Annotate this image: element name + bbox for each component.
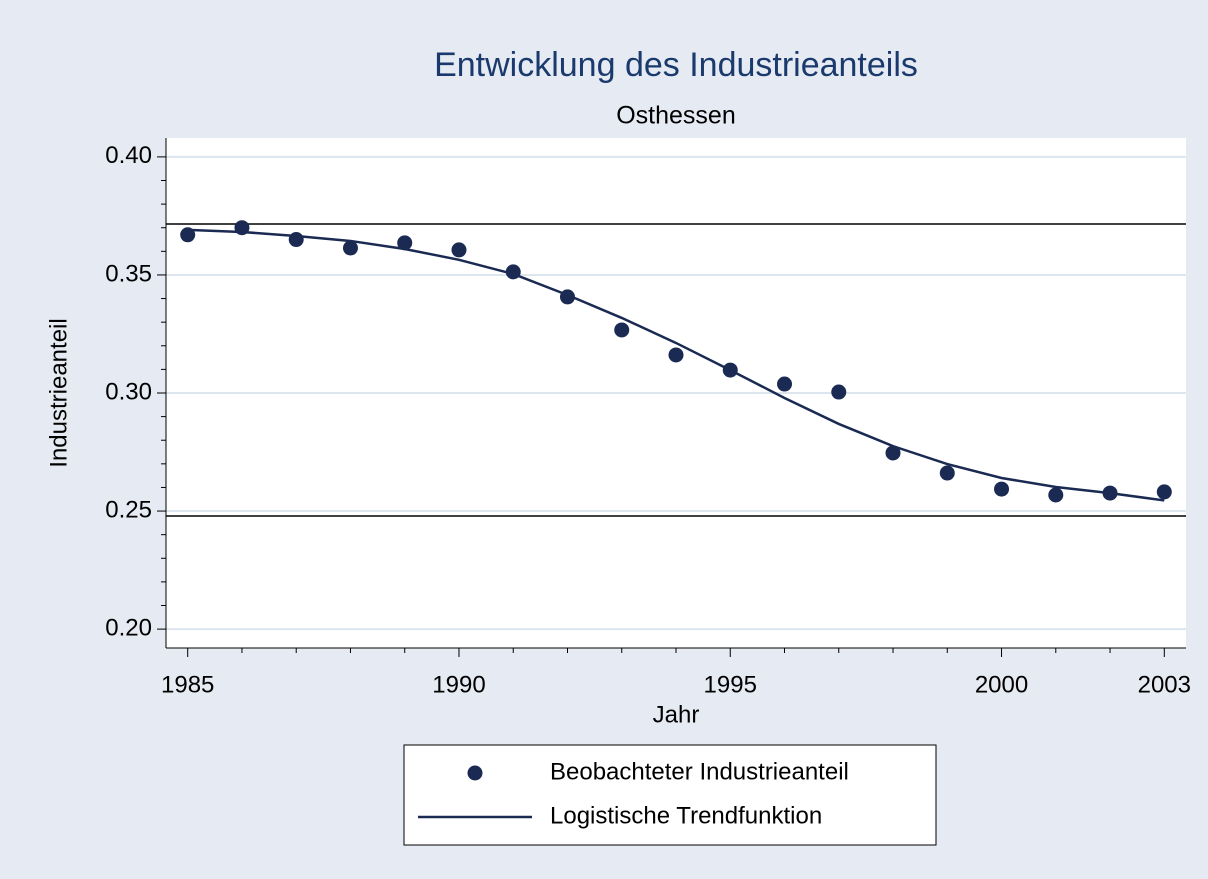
y-tick-label: 0.30 — [105, 378, 152, 405]
x-tick-label: 1990 — [432, 671, 485, 698]
point — [451, 242, 467, 258]
y-tick-label: 0.35 — [105, 260, 152, 287]
trend-line — [187, 228, 1165, 502]
point — [885, 445, 901, 461]
point — [777, 376, 793, 392]
y-tick-label: 0.25 — [105, 496, 152, 523]
legend — [403, 744, 937, 846]
x-tick-label: 2000 — [975, 671, 1028, 698]
x-tick-label: 1985 — [161, 671, 214, 698]
point — [342, 240, 358, 256]
point — [397, 235, 413, 251]
legend-symbol — [467, 765, 483, 781]
point — [1048, 487, 1064, 503]
x-tick-label: 2003 — [1138, 671, 1191, 698]
point — [1156, 484, 1172, 500]
point — [288, 232, 304, 248]
point — [831, 384, 847, 400]
chart-title: Entwicklung des Industrieanteils — [434, 46, 918, 84]
y-tick-label: 0.40 — [105, 142, 152, 169]
y-axis-title: Industrieanteil — [45, 318, 72, 467]
point — [668, 347, 684, 363]
point — [939, 465, 955, 481]
point — [614, 322, 630, 338]
x-tick-label: 1995 — [704, 671, 757, 698]
point — [994, 481, 1010, 497]
legend-label: Beobachteter Industrieanteil — [550, 758, 849, 785]
chart-subtitle: Osthessen — [616, 102, 736, 130]
x-axis-title: Jahr — [653, 701, 700, 728]
legend-label: Logistische Trendfunktion — [550, 802, 822, 829]
y-tick-label: 0.20 — [105, 614, 152, 641]
